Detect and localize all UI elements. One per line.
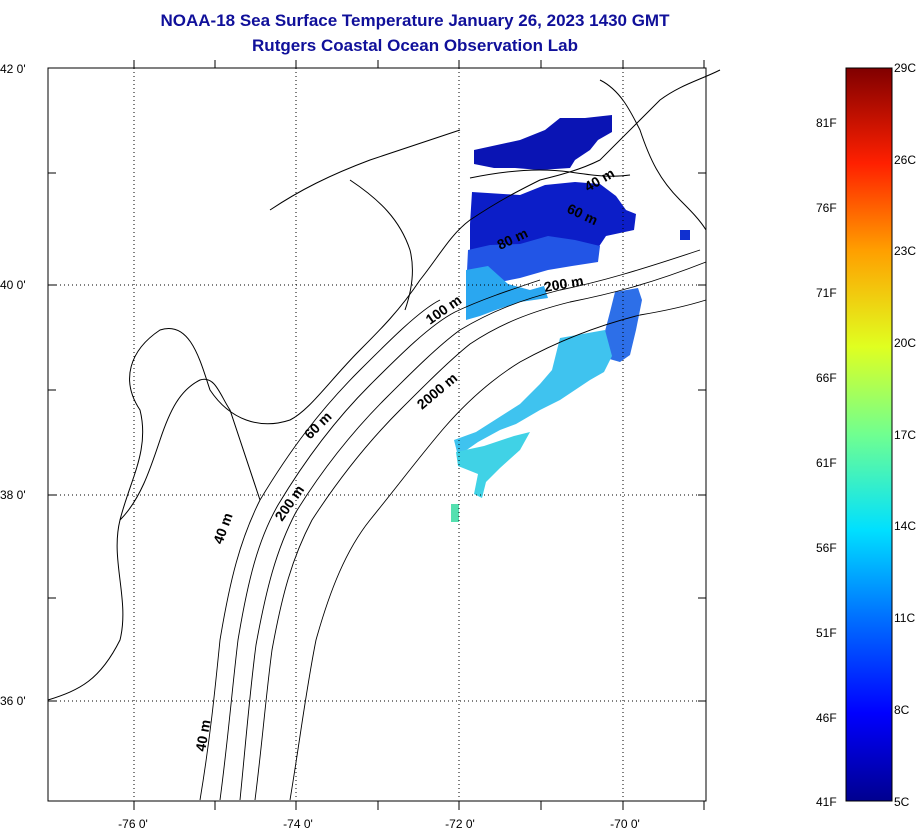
cb-c-label-8: 5C [894, 795, 910, 809]
cb-c-label-3: 20C [894, 336, 917, 350]
coastline-bay [119, 378, 261, 521]
cb-f-label-8: 41F [816, 795, 837, 809]
lat-label-42: 42 0' [0, 62, 26, 76]
contour-label-100m: 100 m [423, 292, 465, 328]
cb-c-label-6: 11C [894, 611, 916, 625]
coastline-nj [349, 179, 413, 311]
cb-c-label-0: 29C [894, 61, 917, 75]
cb-f-label-5: 56F [816, 541, 837, 555]
sst-patch-shelf [466, 266, 548, 320]
bathymetry-layer [199, 249, 707, 801]
map-frame [47, 60, 707, 810]
lat-label-38: 38 0' [0, 488, 26, 502]
sst-patch-speck-2 [680, 230, 690, 240]
cb-f-label-6: 51F [816, 626, 837, 640]
contour-label-40m-south: 40 m [192, 718, 213, 752]
lat-label-36: 36 0' [0, 694, 26, 708]
lon-label-70: -70 0' [610, 817, 640, 831]
sst-data-layer [451, 115, 690, 522]
cb-c-label-2: 23C [894, 244, 917, 258]
isobath-60m [219, 279, 541, 801]
map-border [47, 67, 707, 802]
cb-f-label-7: 46F [816, 711, 837, 725]
sst-patch-southwest [456, 432, 530, 498]
cb-c-label-7: 8C [894, 703, 910, 717]
lon-label-76: -76 0' [118, 817, 148, 831]
cb-f-label-4: 61F [816, 456, 837, 470]
sst-patch-slope [454, 330, 612, 456]
isobath-40m [199, 299, 441, 801]
coastline-layer [47, 69, 721, 701]
isobath-200m [254, 261, 707, 801]
title-line-2: Rutgers Coastal Ocean Observation Lab [252, 36, 578, 55]
contour-label-200m-north: 200 m [543, 272, 585, 295]
coastline-long-island [469, 169, 631, 179]
contour-label-40m-mid: 40 m [210, 511, 236, 546]
isobath-2000m [289, 299, 707, 801]
lon-label-74: -74 0' [283, 817, 313, 831]
contour-label-2000m: 2000 m [414, 370, 461, 413]
cb-c-label-4: 17C [894, 428, 917, 442]
cb-c-label-5: 14C [894, 519, 917, 533]
lat-label-40: 40 0' [0, 278, 26, 292]
lon-label-72: -72 0' [445, 817, 475, 831]
cb-f-label-3: 66F [816, 371, 837, 385]
sst-patch-speck [451, 504, 459, 522]
cb-f-label-0: 81F [816, 116, 837, 130]
coastline-ne [599, 79, 707, 231]
lat-lon-grid [48, 68, 706, 800]
coastline-main [47, 69, 721, 701]
cb-f-label-1: 76F [816, 201, 837, 215]
isobath-100m [239, 249, 701, 801]
colorbar [845, 67, 893, 802]
sst-patch-north [474, 115, 612, 170]
cb-f-label-2: 71F [816, 286, 837, 300]
contour-label-60m-south: 60 m [301, 408, 335, 442]
title-line-1: NOAA-18 Sea Surface Temperature January … [160, 11, 670, 30]
cb-c-label-1: 26C [894, 153, 917, 167]
coastline-inland [269, 129, 461, 211]
